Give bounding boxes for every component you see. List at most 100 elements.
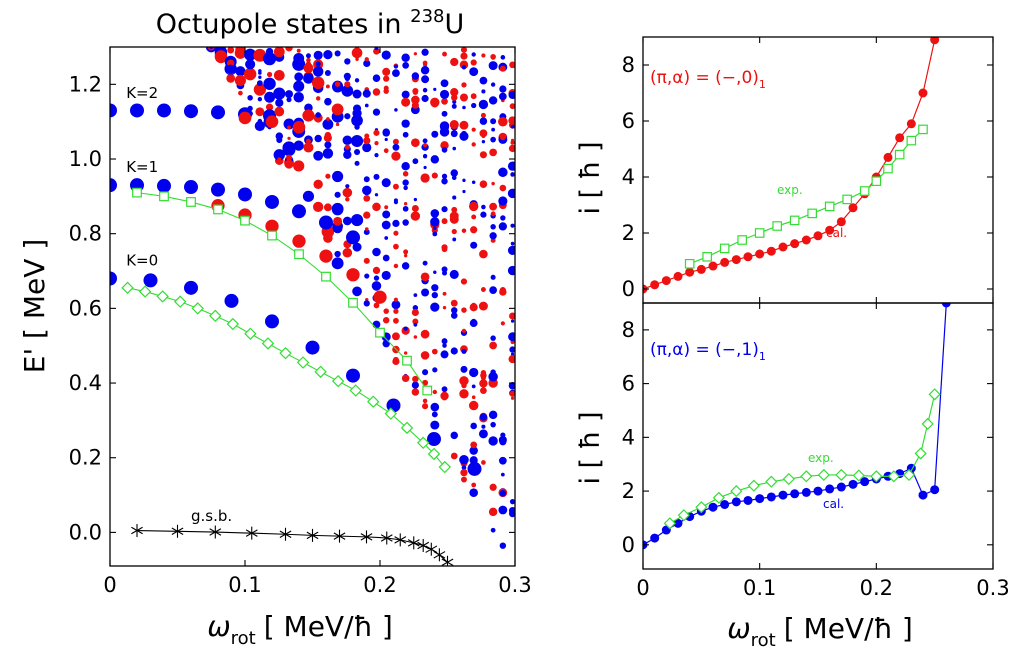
calc-level-point [441, 147, 448, 153]
exp-point [131, 524, 143, 538]
calc-level-point [498, 222, 507, 231]
calc-level-point [314, 134, 322, 143]
calc-level-point [382, 254, 390, 262]
calc-level-point [411, 101, 419, 109]
calc-level-point [351, 47, 363, 59]
calc-level-point [226, 73, 236, 83]
series-line [689, 128, 924, 265]
calc-level-point [335, 122, 340, 127]
calc-level-point [266, 71, 273, 78]
calc-level-point [489, 286, 497, 295]
exp-point [186, 197, 196, 207]
calc-level-point [461, 65, 467, 70]
exp-point [261, 337, 275, 350]
calc-level-point [452, 195, 457, 200]
calc-level-point [354, 78, 360, 83]
series-point [743, 495, 753, 505]
calc-level-point [364, 57, 369, 62]
calc-level-point [480, 211, 487, 218]
calc-level-point [461, 130, 467, 137]
calc-level-point [490, 527, 496, 533]
calc-level-point [374, 47, 379, 51]
calc-level-point [433, 87, 437, 91]
calc-level-point [234, 47, 247, 59]
calc-level-point [403, 249, 409, 255]
calc-level-point [331, 202, 344, 215]
series-point [918, 88, 928, 98]
left-chart-title: Octupole states in 238U [156, 6, 465, 40]
calc-level-point [372, 202, 381, 212]
calc-level-point [372, 266, 381, 275]
exp-point [394, 533, 407, 547]
calc-level-point [316, 54, 321, 59]
calc-level-point [441, 244, 448, 251]
series-point [677, 509, 690, 522]
calc-level-point [450, 431, 458, 440]
right-x-axis-label: ωrot[ MeV/ħ ] [727, 612, 913, 650]
calc-level-point [432, 389, 437, 395]
calc-level-point [284, 159, 294, 169]
calc-level-point [430, 420, 440, 430]
calc-level-point [499, 85, 507, 93]
exp-point [245, 526, 258, 540]
exp-line [127, 287, 446, 468]
band-point [319, 249, 333, 263]
series-point [782, 472, 795, 486]
calc-level-point [315, 96, 321, 101]
exp-point [433, 548, 446, 562]
calc-level-point [411, 381, 419, 389]
calc-level-point [452, 146, 457, 151]
calc-level-point [451, 307, 458, 314]
calc-level-point [403, 253, 408, 258]
calc-level-point [403, 326, 408, 331]
calc-level-point [292, 57, 306, 71]
exp-point [159, 191, 169, 202]
calc-level-point [353, 135, 361, 144]
calc-level-point [277, 157, 282, 162]
calc-level-point [364, 227, 369, 231]
exp-point [441, 555, 454, 566]
calc-level-point [334, 50, 341, 57]
calc-level-point [227, 47, 235, 54]
calc-level-point [439, 89, 450, 100]
exp-point [156, 290, 169, 303]
calc-level-point [294, 72, 304, 82]
calc-level-point [334, 250, 341, 258]
calc-level-point [422, 403, 429, 410]
exp-point [209, 309, 222, 323]
calc-level-point [226, 64, 236, 74]
calc-level-point [450, 452, 458, 460]
calc-level-point [507, 265, 515, 276]
calc-level-point [313, 150, 324, 161]
calc-level-point [273, 87, 286, 100]
series-point [663, 517, 676, 530]
calc-level-point [449, 269, 459, 279]
calc-level-point [433, 226, 437, 231]
calc-level-point [247, 50, 254, 57]
calc-level-point [471, 142, 476, 147]
calc-level-point [491, 181, 495, 186]
y-tick-label: 4 [622, 165, 635, 189]
exp-point [367, 395, 380, 408]
calc-level-point [507, 161, 515, 171]
calc-level-point [421, 288, 430, 297]
calc-level-point [325, 173, 331, 179]
y-tick-label: 2 [622, 479, 635, 503]
calc-level-point [372, 108, 381, 116]
series-point [708, 502, 718, 512]
series-point [747, 479, 760, 492]
annotation-subscript: 1 [759, 78, 766, 91]
series-point [702, 252, 712, 262]
calc-level-point [323, 133, 332, 143]
calc-level-point [394, 108, 398, 112]
right-top-plot-marks [643, 37, 940, 294]
calc-level-point [510, 124, 515, 129]
calc-level-point [392, 357, 400, 366]
exp-point [427, 447, 441, 461]
calc-level-point [449, 211, 459, 221]
calc-level-point [498, 167, 508, 178]
calc-level-point [459, 93, 468, 102]
band-point [346, 230, 360, 245]
series-point [766, 246, 776, 256]
calc-level-point [341, 85, 354, 97]
